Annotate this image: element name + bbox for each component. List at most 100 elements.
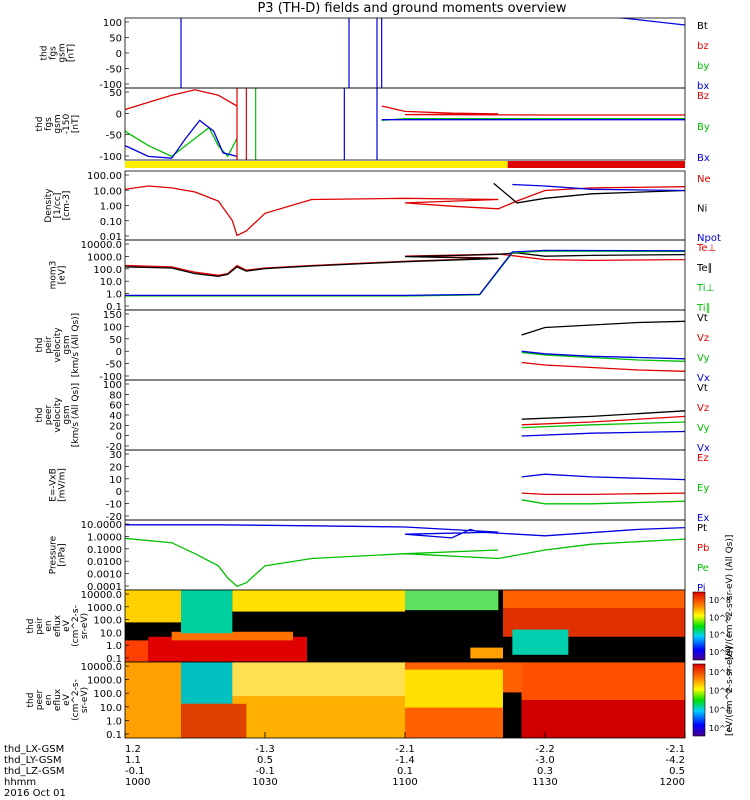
colorbar-tick: 10^2 bbox=[709, 724, 731, 733]
y-tick-label: 10.0 bbox=[100, 628, 122, 639]
panel-frame bbox=[124, 519, 686, 591]
y-tick-label: 0 bbox=[116, 49, 122, 60]
y-axis-label: Density bbox=[44, 188, 54, 223]
y-tick-label: 150 bbox=[103, 310, 122, 321]
legend-item: bx bbox=[697, 81, 709, 92]
legend-item: Bt bbox=[697, 21, 708, 32]
legend-item: Vz bbox=[697, 333, 709, 344]
y-tick-label: 60 bbox=[109, 401, 122, 412]
y-tick-label: -100 bbox=[99, 372, 122, 383]
x-tick-label: -4.2 bbox=[665, 755, 685, 766]
legend-item: Ez bbox=[697, 453, 709, 464]
legend-item: Bx bbox=[697, 153, 710, 164]
y-tick-label: 1.0 bbox=[106, 641, 122, 652]
legend-density: Ne Ni Npot bbox=[697, 174, 721, 244]
legend-item: Ex bbox=[697, 513, 709, 524]
series-Pi bbox=[125, 522, 685, 539]
x-tick-label: 0.5 bbox=[257, 755, 273, 766]
series-Npot bbox=[512, 183, 685, 195]
y-tick-label: 100 bbox=[103, 322, 122, 333]
y-axis-label: thd bbox=[35, 338, 45, 353]
y-tick-label: 0.0001 bbox=[87, 582, 122, 593]
spectrogram-block bbox=[181, 703, 247, 738]
legend-e_field: Ez Ey Ex bbox=[697, 453, 709, 524]
x-tick-label: 1100 bbox=[392, 777, 417, 788]
colorbar-swatch bbox=[692, 591, 706, 661]
y-axis-label: Pressure bbox=[49, 535, 59, 574]
legend-item: Pb bbox=[697, 543, 709, 554]
y-tick-label: 0.1000 bbox=[87, 545, 122, 556]
series-By bbox=[381, 117, 685, 122]
legend-temperature: Te⊥ Te∥ Ti⊥ Ti∥ bbox=[696, 243, 716, 314]
legend-item: by bbox=[697, 61, 709, 72]
spectrogram-block bbox=[232, 590, 405, 612]
panel-frame bbox=[124, 170, 686, 241]
y-axis-label: velocity bbox=[53, 327, 63, 363]
y-tick-label: 0 bbox=[116, 347, 122, 358]
legend-item: Te⊥ bbox=[696, 243, 716, 254]
y-tick-label: -100 bbox=[99, 80, 122, 91]
y-tick-label: 10.0000 bbox=[81, 520, 122, 531]
y-axis-label: gsm bbox=[58, 43, 68, 62]
x-tick-label: 0.5 bbox=[669, 766, 685, 777]
x-tick-label: -0.1 bbox=[255, 766, 275, 777]
y-axis-label: [km/s (All Qs)] bbox=[71, 313, 81, 377]
x-tick-label: 1030 bbox=[252, 777, 277, 788]
spectrogram-block bbox=[171, 631, 293, 641]
y-axis-label: eV bbox=[62, 693, 72, 706]
y-axis-label: sr-eV) bbox=[80, 613, 90, 639]
y-tick-label: 100.00 bbox=[87, 171, 122, 182]
series-Pt bbox=[684, 522, 685, 524]
series-Vy bbox=[521, 413, 685, 429]
series-Ni bbox=[493, 182, 685, 204]
y-axis-label: peer bbox=[35, 689, 45, 710]
legend-item: Vz bbox=[697, 403, 709, 414]
series-Vt bbox=[521, 318, 685, 336]
y-tick-label: -100 bbox=[99, 152, 122, 163]
series-Ez bbox=[521, 491, 685, 496]
y-axis-label: en bbox=[44, 620, 54, 631]
legend-item: Ni bbox=[697, 204, 707, 215]
spectrogram-block bbox=[148, 636, 307, 662]
y-tick-label: 20 bbox=[109, 462, 122, 473]
spectrogram-block bbox=[521, 700, 685, 738]
state-bar-red bbox=[507, 161, 685, 168]
legend-item: Pe bbox=[697, 563, 709, 574]
y-tick-label: -50 bbox=[106, 65, 122, 76]
y-axis-label: gsm bbox=[53, 114, 63, 133]
x-tick-label: -2.1 bbox=[395, 744, 415, 755]
spectrogram-block bbox=[125, 640, 149, 662]
colorbar-tick: 10^2 bbox=[709, 648, 731, 657]
y-tick-label: 100.0 bbox=[93, 265, 122, 276]
y-axis-label: thd bbox=[26, 619, 36, 634]
panel-frame bbox=[124, 17, 686, 89]
legend-item: bz bbox=[697, 41, 709, 52]
y-tick-label: 10000.0 bbox=[81, 240, 122, 251]
y-tick-label: 10.0 bbox=[100, 277, 122, 288]
series-Te∥ bbox=[125, 252, 685, 278]
x-tick-label: 1.1 bbox=[125, 755, 141, 766]
y-axis-label: [km/s (All Qs)] bbox=[71, 383, 81, 447]
y-tick-label: -50 bbox=[106, 131, 122, 142]
legend-item: Ti⊥ bbox=[696, 283, 714, 294]
panel-frame bbox=[124, 449, 686, 521]
spectrogram-block bbox=[521, 662, 685, 700]
series-Vx bbox=[521, 427, 685, 437]
colorbar-tick: 10^6 bbox=[709, 613, 731, 622]
spectrogram-block bbox=[503, 590, 685, 608]
y-axis-label: [1/cc] bbox=[53, 193, 63, 219]
spectrogram-block bbox=[125, 662, 181, 738]
y-tick-label: 100 bbox=[103, 18, 122, 29]
y-tick-label: 0 bbox=[116, 109, 122, 120]
series-Bx bbox=[125, 119, 238, 159]
y-axis-label: peir bbox=[35, 617, 45, 635]
legend-item: Ne bbox=[697, 174, 711, 185]
y-tick-label: 0.0100 bbox=[87, 557, 122, 568]
y-tick-label: 0.1 bbox=[106, 302, 122, 313]
y-axis-label: peir bbox=[44, 336, 54, 354]
y-axis-label: (cm^2-s- bbox=[71, 679, 81, 721]
y-tick-label: 100.0 bbox=[93, 616, 122, 627]
y-axis-label: peer bbox=[44, 404, 54, 425]
panel-frame bbox=[124, 379, 686, 451]
